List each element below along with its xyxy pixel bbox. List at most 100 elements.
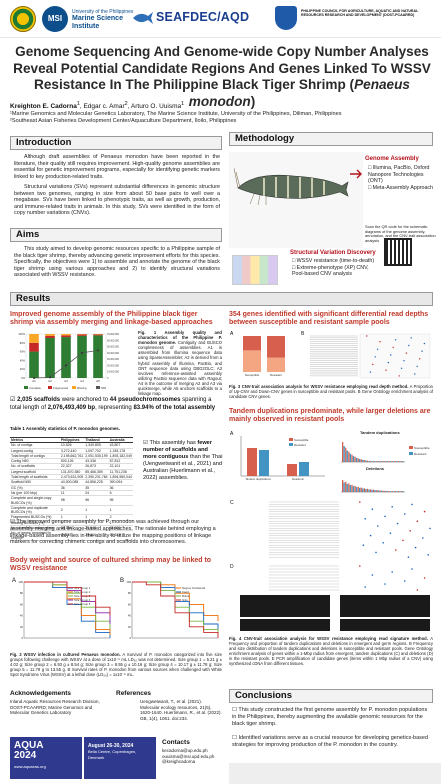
hist-bar [349, 485, 351, 492]
hist-bar [352, 486, 355, 492]
y2-tick-label: 0 [107, 377, 109, 380]
hist-bar [399, 461, 401, 462]
bar-fragmented [77, 334, 87, 336]
n50-point [49, 376, 51, 379]
bar-complete [93, 335, 103, 378]
y-tick-label: 60 [128, 602, 132, 606]
aqua-dates: August 26-30, 2024 [88, 743, 134, 749]
go-point [384, 515, 386, 518]
hist-bar [359, 487, 361, 492]
go-point [389, 532, 392, 534]
go-point [429, 527, 431, 530]
fig4c-go-enrichment: C [229, 498, 433, 560]
table-cell: 44,856,225 [84, 479, 109, 486]
hist-bar [348, 483, 350, 492]
go-point [416, 589, 419, 591]
intro-paragraph-1: Although draft assemblies of Penaeus mon… [14, 154, 220, 180]
legend-swatch [289, 443, 293, 446]
hist-bar [396, 491, 398, 492]
table-cell: 95 [108, 495, 133, 506]
results-subheading-2: Body weight and source of cultured shrim… [10, 557, 212, 573]
legend-label: Size Group 1 [74, 586, 91, 590]
legend-label: N50 [101, 386, 107, 390]
sv-discovery-label: Structural Variation Discovery [290, 250, 376, 256]
table-cell: 11 [59, 490, 85, 497]
go-point [416, 365, 418, 368]
y2-tick-label: 70,000,000 [107, 333, 120, 336]
hist-bar [383, 461, 386, 462]
legend-swatch [96, 386, 100, 389]
table-cell: 43,336 [84, 458, 109, 465]
fig4b-tandem-label: Tandem duplications [360, 430, 400, 435]
y-tick-label: 20 [128, 625, 132, 629]
y-tick-label: 0 [21, 636, 23, 640]
bar-fragmented [29, 342, 39, 352]
table-cell: Total length of scaffolds [10, 474, 60, 481]
n50-point [97, 349, 99, 352]
go-point [369, 371, 372, 373]
table-cell: 20,610 [84, 530, 109, 541]
go-point [384, 583, 386, 585]
go-point [374, 356, 376, 358]
contact-email: kecadorna@up.edu.ph ouuisma@msi.upd.edu.… [162, 748, 232, 765]
legend-label: Iloilo [182, 598, 188, 602]
bar-complete [61, 337, 71, 378]
ga-item-1: □ Illumina, PacBio, Oxford Nanopore Tech… [368, 165, 430, 185]
bar-fragmented [93, 334, 103, 336]
hist-bar [394, 461, 396, 462]
table-cell: 1 [59, 514, 85, 521]
hist-bar [393, 461, 395, 462]
affiliations: ¹Marine Genomics and Molecular Genetics … [10, 111, 342, 125]
results-heading: Results [10, 292, 433, 306]
hist-bar [362, 459, 364, 462]
go-point [411, 503, 413, 506]
go-point [359, 565, 361, 567]
check-icon: ☑ [143, 440, 149, 446]
table1-title: Table 1 Assembly statistics of P. monodo… [10, 426, 120, 431]
hist-bar [393, 491, 395, 492]
y-tick-label: 40 [128, 614, 132, 618]
table-cell: 43,807 [108, 442, 133, 449]
genome-assembly-label: Genome Assembly [365, 156, 419, 162]
go-point [423, 510, 426, 513]
hist-bar [363, 488, 365, 492]
y2-tick-label: 10,000,000 [107, 371, 120, 374]
x-tick-label: A4 [80, 379, 84, 383]
table-cell: 25,948 [84, 525, 109, 532]
go-point [372, 363, 374, 366]
x-tick-label: A3 [64, 379, 68, 383]
hist-bar [400, 491, 403, 492]
fig4a-tandem-deletion-chart: A Tandem duplications Deletions Susceptible… [229, 430, 329, 488]
contacts-heading: Contacts [162, 739, 190, 746]
panel-label: B [120, 578, 124, 584]
conclusion-item-2: ☐ Identified variations serve as a cruci… [232, 735, 429, 748]
hist-bar [379, 490, 381, 492]
table-row: Total length of scaffolds 2,473,631,905 2,… [10, 474, 133, 481]
fig2-caption: Fig. 2 WSSV infection in cultured Penaeu… [10, 652, 222, 678]
table-row: Scaffold N50 44,000,085 44,856,225 390,054 [10, 479, 133, 486]
table-cell: Largest contig [10, 448, 60, 454]
go-point [392, 346, 394, 349]
fig4d-go-enrichment: D [229, 562, 433, 592]
y-tick-label: 0% [21, 376, 25, 380]
ack-heading: Acknowledgements [10, 690, 72, 697]
conclusion-item-1: ☐ This study constructed the first genom… [232, 707, 428, 727]
qr-code[interactable] [384, 238, 412, 266]
legend-swatch [24, 386, 28, 389]
hist-bar [377, 490, 379, 492]
table-cell: 500,126 [59, 458, 85, 465]
go-point [376, 348, 379, 350]
go-point [362, 544, 365, 546]
x-tick-label: A5 [96, 379, 100, 383]
go-point [379, 341, 381, 343]
hist-bar [388, 491, 390, 492]
table-cell: No. of scaffolds [10, 463, 60, 470]
title-species: Penaeus monodon [188, 77, 410, 109]
table-cell: Largest scaffold [10, 469, 60, 476]
table-cell: 11,751,236 [108, 469, 133, 476]
fewer-scaffolds-note: ☑ This assembly has fewer number of scaf… [143, 440, 223, 481]
hist-bar [373, 461, 375, 462]
go-point [409, 530, 411, 532]
legend-label: Capiz [182, 590, 190, 594]
bar-segment [243, 336, 261, 351]
